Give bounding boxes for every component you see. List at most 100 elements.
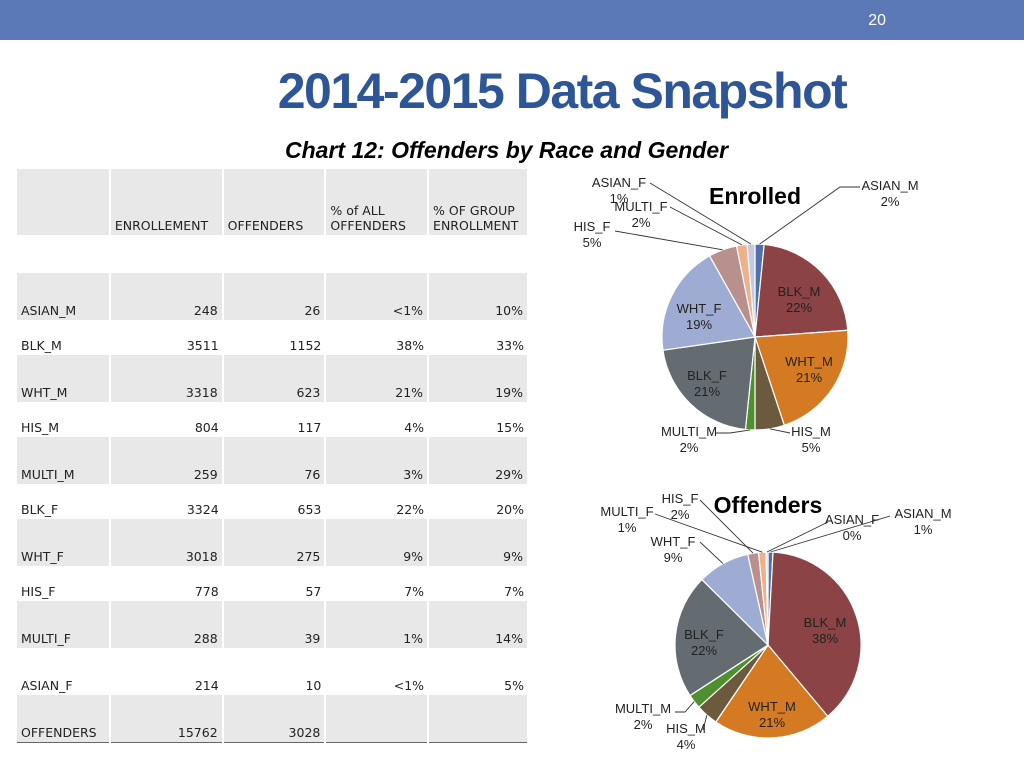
slice-label: WHT_F <box>677 301 722 316</box>
header-cell <box>17 169 111 235</box>
row-label: HIS_F <box>21 584 56 599</box>
leader-line <box>654 513 763 553</box>
slice-percent: 2% <box>680 440 699 455</box>
table-row: HIS_F 778 57 7% 7% <box>17 566 528 601</box>
slice-label: BLK_F <box>687 368 727 383</box>
row-label: MULTI_M <box>17 437 111 484</box>
slice-label: ASIAN_F <box>825 512 879 527</box>
cell: 3324 <box>186 502 219 517</box>
header-cell: % OF GROUP ENROLLMENT <box>428 169 529 235</box>
table-row: BLK_F 3324 653 22% 20% <box>17 484 528 519</box>
offenders-pie-chart: Offenders ASIAN_M1%BLK_M38%WHT_M21%HIS_M… <box>600 491 951 752</box>
table-row: MULTI_M 259 76 3% 29% <box>17 437 529 484</box>
cell: <1% <box>325 273 430 320</box>
row-label: WHT_F <box>17 519 111 566</box>
leader-line <box>759 186 860 245</box>
slice-label: MULTI_F <box>614 199 667 214</box>
slice-percent: 22% <box>691 643 717 658</box>
chart-caption: Chart 12: Offenders by Race and Gender <box>285 137 729 163</box>
slice-percent: 5% <box>583 235 602 250</box>
table-row: ASIAN_M 248 26 <1% 10% <box>17 273 529 320</box>
cell: 10 <box>305 678 322 693</box>
pie-slice-wht-f <box>661 255 756 351</box>
slice-percent: 21% <box>796 370 822 385</box>
cell: 22% <box>396 502 425 517</box>
slice-label: MULTI_F <box>600 504 653 519</box>
pie-slice-wht-m <box>714 644 829 739</box>
cell: 21% <box>325 355 430 402</box>
slice-label: MULTI_M <box>661 424 717 439</box>
row-label: ASIAN_M <box>17 273 111 320</box>
slice-label: HIS_M <box>791 424 831 439</box>
cell: <1% <box>393 678 425 693</box>
slice-percent: 1% <box>914 522 933 537</box>
header-cell: % of ALL OFFENDERS <box>325 169 430 235</box>
row-label: MULTI_F <box>17 601 111 648</box>
enrolled-pie-chart: Enrolled ASIAN_M2%BLK_M22%WHT_M21%HIS_M5… <box>574 175 919 455</box>
slice-percent: 38% <box>812 631 838 646</box>
slice-label: ASIAN_M <box>894 506 951 521</box>
row-label: WHT_M <box>17 355 111 402</box>
cell <box>428 695 529 743</box>
slice-label: HIS_F <box>574 219 611 234</box>
slice-percent: 4% <box>677 737 696 752</box>
cell: 9% <box>428 519 529 566</box>
cell: 117 <box>297 420 322 435</box>
row-label: ASIAN_F <box>21 678 73 693</box>
cell: 804 <box>194 420 219 435</box>
slice-label: ASIAN_M <box>861 178 918 193</box>
leader-line <box>699 541 724 564</box>
slice-percent: 2% <box>632 215 651 230</box>
cell: 3318 <box>109 355 224 402</box>
slice-percent: 2% <box>634 717 653 732</box>
cell: 19% <box>428 355 529 402</box>
cell: 653 <box>297 502 322 517</box>
slice-percent: 5% <box>802 440 821 455</box>
leader-line <box>649 182 752 245</box>
table-row: BLK_M 3511 1152 38% 33% <box>17 320 528 355</box>
table-header-row: ENROLLEMENT OFFENDERS % of ALL OFFENDERS… <box>17 169 529 235</box>
row-label: BLK_M <box>21 338 62 353</box>
pie-slice-blk-m <box>754 243 849 338</box>
page-title: 2014-2015 Data Snapshot <box>277 63 848 119</box>
cell: 248 <box>109 273 224 320</box>
leader-line <box>614 230 723 251</box>
pie-slice-blk-m <box>767 551 862 718</box>
cell: 259 <box>109 437 224 484</box>
slice-percent: 9% <box>664 550 683 565</box>
table-row: ASIAN_F 214 10 <1% 5% <box>17 648 528 695</box>
cell: 20% <box>496 502 524 517</box>
row-label: OFFENDERS <box>17 695 111 743</box>
table-row: WHT_F 3018 275 9% 9% <box>17 519 529 566</box>
slice-percent: 2% <box>671 507 690 522</box>
header-bar: 20 <box>0 0 1024 40</box>
cell: 33% <box>496 338 524 353</box>
cell <box>325 695 430 743</box>
leader-line <box>675 701 695 713</box>
cell: 7% <box>404 584 425 599</box>
cell: 4% <box>404 420 425 435</box>
slice-label: HIS_F <box>662 491 699 506</box>
cell: 15762 <box>109 695 224 743</box>
slice-percent: 1% <box>618 520 637 535</box>
cell: 3018 <box>109 519 224 566</box>
data-table: ENROLLEMENT OFFENDERS % of ALL OFFENDERS… <box>17 169 529 743</box>
slice-percent: 21% <box>694 384 720 399</box>
slice-percent: 2% <box>881 194 900 209</box>
row-label: BLK_F <box>21 502 59 517</box>
chart-title: Enrolled <box>709 183 801 209</box>
leader-line <box>769 428 791 434</box>
cell: 288 <box>109 601 224 648</box>
cell: 10% <box>428 273 529 320</box>
cell: 1% <box>325 601 430 648</box>
slice-label: BLK_F <box>684 627 724 642</box>
cell: 39 <box>222 601 327 648</box>
slice-percent: 21% <box>759 715 785 730</box>
cell: 623 <box>222 355 327 402</box>
pie-slice-blk-f <box>662 336 756 431</box>
leader-line <box>715 429 751 434</box>
slice-label: ASIAN_F <box>592 175 646 190</box>
header-cell: OFFENDERS <box>222 169 327 235</box>
cell: 3% <box>325 437 430 484</box>
table-row: MULTI_F 288 39 1% 14% <box>17 601 529 648</box>
